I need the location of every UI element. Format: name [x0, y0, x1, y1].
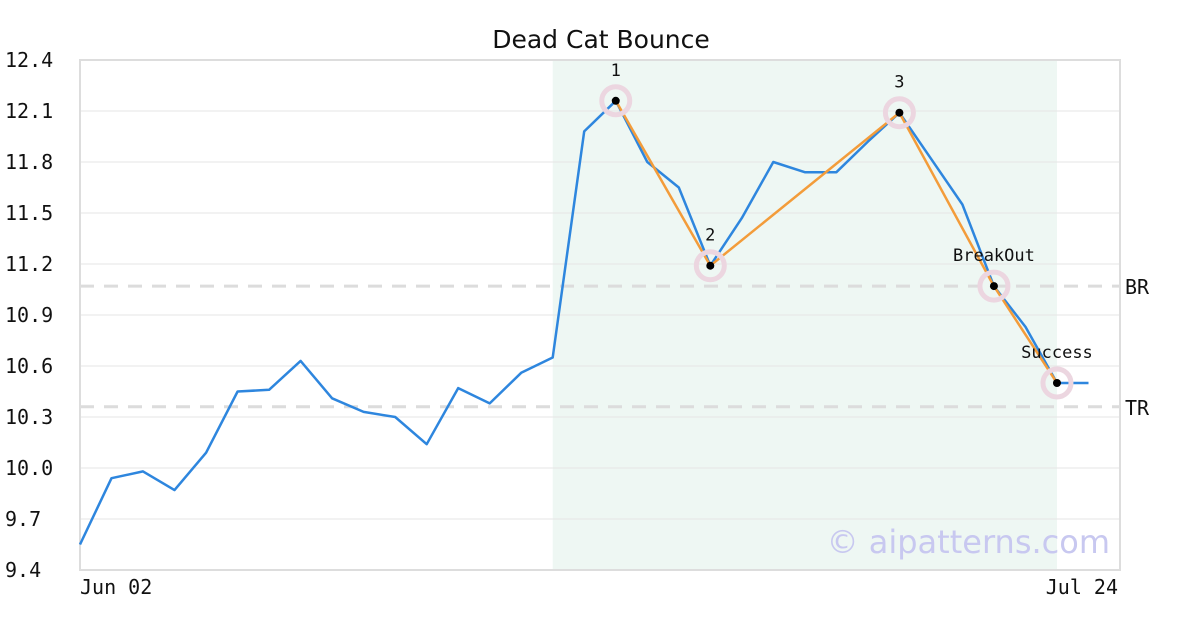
y-axis-ticks: 9.4 9.7 10.0 10.3 10.6 10.9 11.2 11.5 11.8 12.1 12… [5, 48, 53, 582]
marker-point [611, 96, 620, 105]
marker-label: 1 [611, 61, 621, 81]
marker-point [1052, 379, 1061, 387]
marker-label: Success [1021, 343, 1093, 363]
plot-frame [79, 59, 1121, 571]
marker-halo [1040, 366, 1074, 400]
y-tick-label: 10.3 [5, 405, 53, 429]
reference-line-label: BR [1125, 275, 1150, 299]
x-axis-ticks: Jun 02 Jul 24 [80, 575, 1118, 599]
x-tick-label: Jun 02 [80, 575, 152, 599]
y-tick-label: 9.7 [5, 507, 41, 531]
marker-point [895, 108, 904, 117]
y-tick-label: 11.8 [5, 150, 53, 174]
marker-label: 2 [705, 226, 715, 246]
y-tick-label: 11.2 [5, 252, 53, 276]
y-tick-label: 11.5 [5, 201, 53, 225]
y-tick-label: 12.1 [5, 99, 53, 123]
reference-line-label: TR [1125, 396, 1150, 420]
marker-point [989, 282, 998, 291]
x-tick-label: Jul 24 [1046, 575, 1118, 599]
marker-point [706, 261, 715, 270]
y-tick-label: 10.9 [5, 303, 53, 327]
watermark: © aipatterns.com [827, 523, 1110, 561]
chart-title: Dead Cat Bounce [492, 25, 710, 54]
marker-halo [693, 249, 727, 283]
marker-label: BreakOut [953, 246, 1035, 266]
y-tick-label: 10.0 [5, 456, 53, 480]
y-tick-label: 9.4 [5, 558, 41, 582]
price-series [78, 99, 1089, 546]
marker-label: 3 [894, 73, 904, 93]
y-tick-label: 10.6 [5, 354, 53, 378]
marker-halo [599, 84, 633, 118]
reference-lines: BR TR [80, 275, 1150, 420]
series-line [78, 99, 1089, 546]
pattern-markers: 1 2 3 BreakOut Success [599, 61, 1093, 400]
marker-halo [882, 96, 916, 130]
y-tick-label: 12.4 [5, 48, 53, 72]
marker-halo [977, 269, 1011, 303]
